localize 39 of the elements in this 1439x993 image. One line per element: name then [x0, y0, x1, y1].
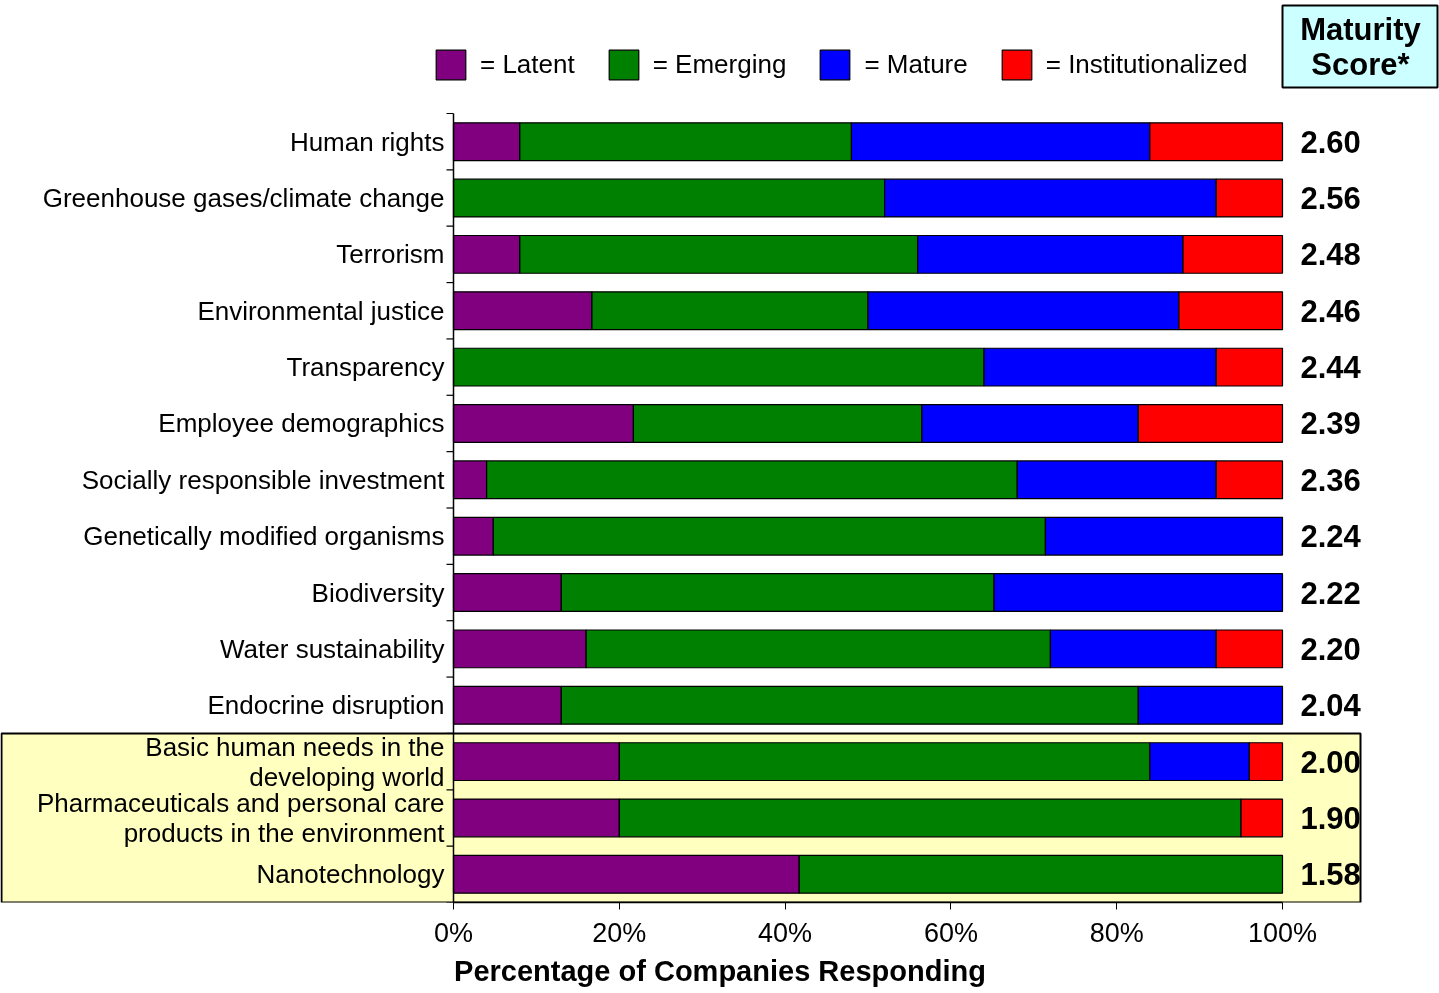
x-tick-label: 0% — [433, 917, 474, 948]
legend-label: = Institutionalized — [1045, 49, 1248, 80]
y-tick-label: Greenhouse gases/climate change — [42, 183, 445, 214]
x-axis-title: Percentage of Companies Responding — [454, 954, 986, 987]
x-tick-label: 60% — [923, 917, 978, 948]
legend-label: = Emerging — [652, 49, 787, 80]
y-tick-label: Nanotechnology — [256, 859, 445, 890]
y-tick-label: Genetically modified organisms — [83, 521, 445, 552]
y-tick-label: Employee demographics — [158, 408, 445, 439]
text: 2.48 — [1300, 237, 1361, 273]
y-tick-label: Socially responsible investment — [81, 464, 446, 495]
y-tick-label: Basic human needs in the developing world — [145, 731, 445, 792]
y-tick-label: Water sustainability — [220, 633, 445, 664]
text: 1.58 — [1300, 857, 1361, 893]
y-tick-label: Endocrine disruption — [207, 690, 445, 721]
legend-label: = Latent — [480, 49, 575, 80]
text: 2.04 — [1300, 688, 1362, 724]
x-tick-label: 20% — [592, 917, 647, 948]
text: 2.44 — [1300, 350, 1362, 386]
text: 2.20 — [1300, 631, 1361, 667]
text: 2.60 — [1300, 124, 1361, 160]
text: 2.36 — [1300, 462, 1361, 498]
y-tick-label: Transparency — [286, 352, 445, 383]
x-tick-label: 80% — [1089, 917, 1144, 948]
text: 2.56 — [1300, 181, 1361, 217]
legend-label: = Mature — [864, 49, 968, 80]
x-tick-label: 100% — [1247, 917, 1318, 948]
y-tick-label: Terrorism — [336, 239, 445, 270]
text: 2.46 — [1300, 293, 1361, 329]
text: Maturity Score* — [1300, 11, 1422, 82]
x-tick-label: 40% — [758, 917, 813, 948]
y-tick-label: Human rights — [289, 126, 445, 157]
text: 2.22 — [1300, 575, 1361, 611]
y-tick-label: Biodiversity — [311, 577, 445, 608]
text: 2.24 — [1300, 519, 1362, 555]
y-tick-label: Environmental justice — [197, 295, 445, 326]
text: 1.90 — [1300, 800, 1361, 836]
text: 2.00 — [1300, 744, 1361, 780]
text: 2.39 — [1300, 406, 1361, 442]
